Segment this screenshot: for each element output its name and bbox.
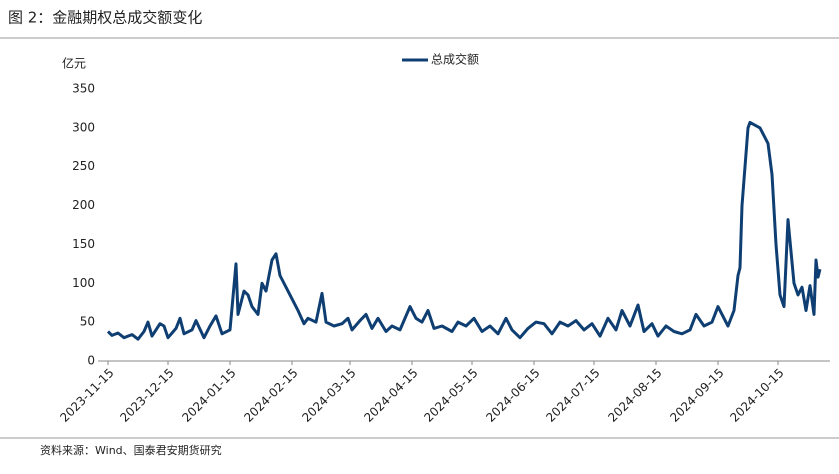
chart-title: 图 2：金融期权总成交额变化 (8, 9, 202, 27)
x-tick-label: 2023-12-15 (117, 366, 176, 425)
y-tick-label: 150 (72, 237, 95, 251)
x-tick-label: 2024-02-15 (241, 366, 300, 425)
y-axis-label: 亿元 (62, 56, 86, 71)
x-tick-label: 2024-01-15 (179, 366, 238, 425)
y-tick-label: 200 (72, 198, 95, 212)
x-tick-label: 2024-03-15 (299, 366, 358, 425)
x-tick-label: 2024-08-15 (605, 366, 664, 425)
y-tick-label: 50 (80, 315, 95, 329)
x-tick-label: 2024-09-15 (667, 366, 726, 425)
x-tick-label: 2024-06-15 (483, 366, 542, 425)
x-tick-label: 2023-11-15 (57, 366, 116, 425)
data-line (106, 120, 822, 341)
y-tick-label: 100 (72, 276, 95, 290)
y-tick-label: 250 (72, 159, 95, 173)
y-tick-label: 300 (72, 120, 95, 134)
legend-label: 总成交额 (431, 52, 479, 67)
source-note: 资料来源：Wind、国泰君安期货研究 (40, 443, 222, 457)
y-tick-label: 0 (87, 354, 95, 368)
x-tick-label: 2024-04-15 (361, 366, 420, 425)
x-tick-label: 2024-05-15 (421, 366, 480, 425)
x-tick-label: 2024-07-15 (543, 366, 602, 425)
y-tick-label: 350 (72, 82, 95, 96)
x-tick-label: 2024-10-15 (727, 366, 786, 425)
